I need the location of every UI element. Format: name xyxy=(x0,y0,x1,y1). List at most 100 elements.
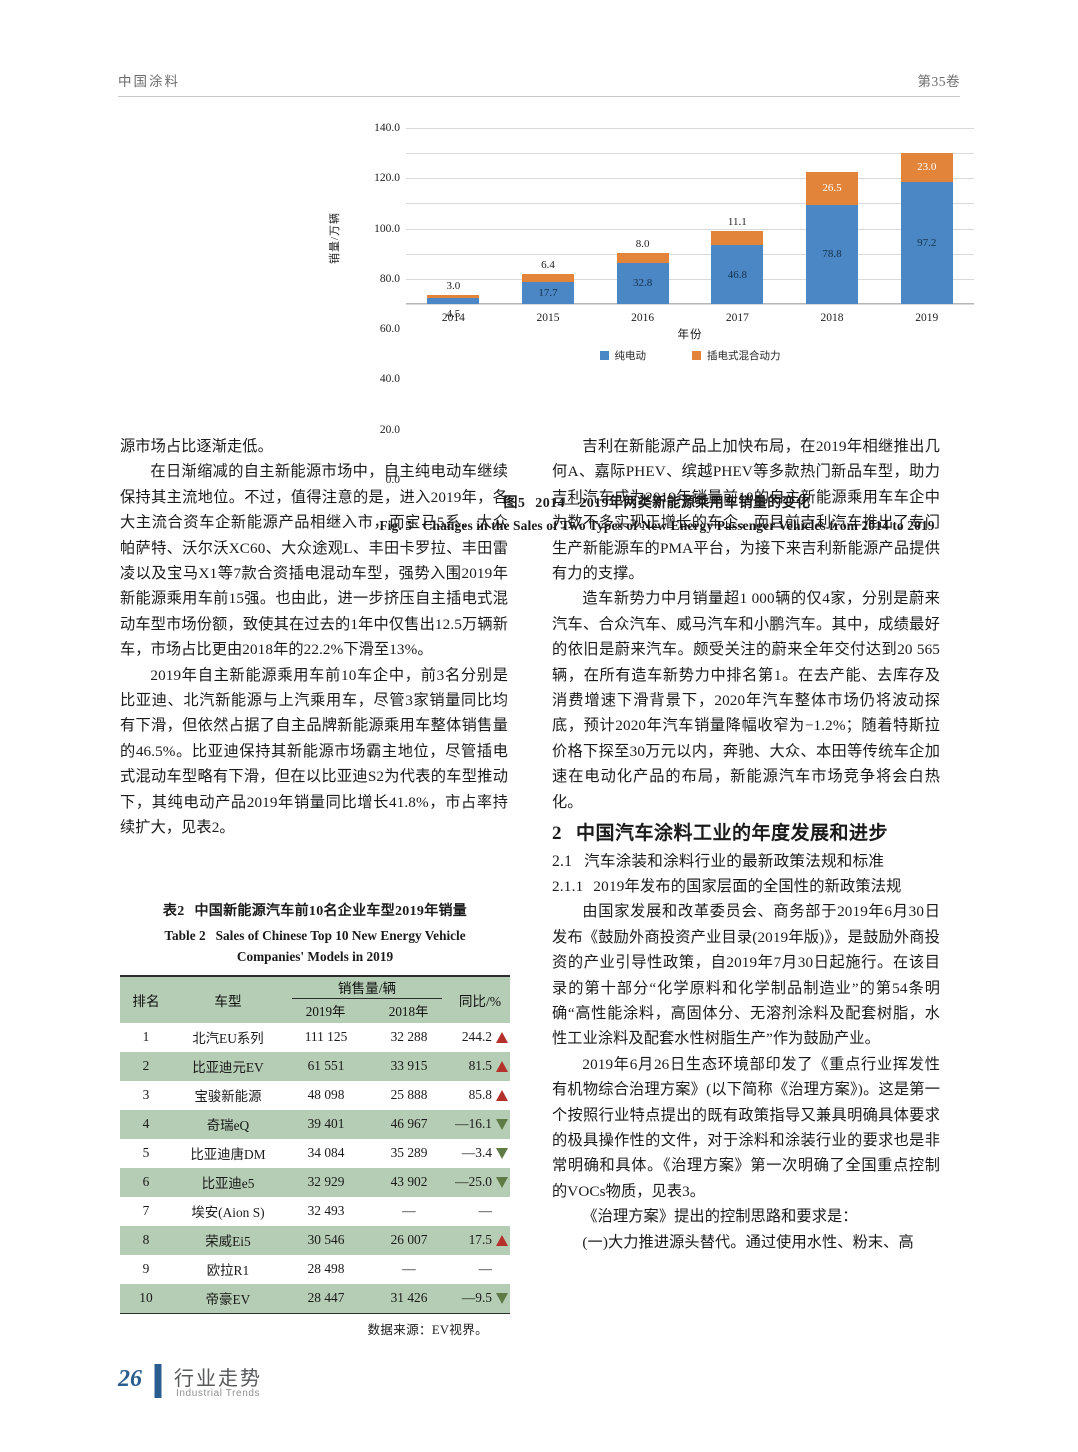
yoy-value-wrap: 81.5 xyxy=(450,1058,510,1074)
bar-segment-ev: 4.5 xyxy=(427,298,480,320)
table-row: 1 北汽EU系列 111 125 32 288 244.2 xyxy=(120,1022,510,1052)
y-axis-tick: 40.0 xyxy=(379,373,400,386)
yoy-value-wrap: — xyxy=(450,1203,510,1219)
paragraph: 源市场占比逐渐走低。 xyxy=(120,438,273,455)
table-row: 7 埃安(Aion S) 32 493— — xyxy=(120,1196,510,1226)
bar-segment-ev: 97.2 xyxy=(900,181,953,304)
y-axis-tick: 100.0 xyxy=(374,222,400,235)
paragraph: (一)大力推进源头替代。通过使用水性、粉末、高 xyxy=(582,1233,914,1251)
left-text-column: 源市场占比逐渐走低。 在日渐缩减的自主新能源市场中，自主纯电动车继续保持其主流地… xyxy=(120,434,508,841)
table-number-en: Table 2 xyxy=(164,928,206,943)
yoy-value: —25.0 xyxy=(455,1174,492,1190)
cell-yoy: 85.8 xyxy=(450,1080,510,1110)
stacked-bar: 4.5 3.0 xyxy=(427,128,480,320)
stacked-bar: 32.8 8.0 xyxy=(616,128,669,304)
table-row: 5 比亚迪唐DM 34 084 35 289 —3.4 xyxy=(120,1138,510,1168)
cell-rank: 9 xyxy=(120,1254,172,1284)
bar-value-label-phev: 11.1 xyxy=(727,216,747,229)
footer-label-en: Industrial Trends xyxy=(176,1388,261,1399)
stacked-bar: 97.2 23.0 xyxy=(900,128,953,304)
bar-value-label-phev: 6.4 xyxy=(541,258,555,271)
legend-item: 插电式混合动力 xyxy=(692,348,781,363)
cell-rank: 6 xyxy=(120,1167,172,1197)
cell-sales-2019: 61 551 xyxy=(284,1051,368,1081)
table-row: 9 欧拉R1 28 498— — xyxy=(120,1254,510,1284)
gridline: 140.0 xyxy=(374,122,974,134)
gridline: 120.0 xyxy=(374,153,974,184)
table-header-row: 排名 车型 销售量/辆 2019年 2018年 同比/% xyxy=(120,976,510,1023)
gridline: 100.0 xyxy=(374,178,974,235)
cell-yoy: 17.5 xyxy=(450,1225,510,1255)
cell-yoy: —3.4 xyxy=(450,1138,510,1168)
table-row: 3 宝骏新能源 48 098 25 888 85.8 xyxy=(120,1080,510,1110)
figure-caption: 图5 2014—2019年两类新能源乘用车销量的变化 Fig. 5 Changes… xyxy=(236,492,1078,534)
cell-rank: 4 xyxy=(120,1109,172,1139)
paragraph: 吉利在新能源产品上加快布局，在2019年相继推出几何A、嘉际PHEV、缤越PHE… xyxy=(552,438,940,583)
table-row: 4 奇瑞eQ 39 401 46 967 —16.1 xyxy=(120,1109,510,1139)
right-text-column: 吉利在新能源产品上加快布局，在2019年相继推出几何A、嘉际PHEV、缤越PHE… xyxy=(552,434,940,1255)
cell-sales-2018: 33 915 xyxy=(368,1051,450,1081)
chart-legend: 纯电动 插电式混合动力 xyxy=(406,348,974,363)
cell-model: 比亚迪元EV xyxy=(172,1051,284,1081)
cell-model: 荣威Ei5 xyxy=(172,1225,284,1255)
bar-segment-phev: 3.0 xyxy=(427,280,480,299)
figure-5: 销量/万辆 140.0 120.0 100.0 80.0 60.0 40.0 20.0 0.0… xyxy=(118,120,974,533)
table-bottom-rule xyxy=(120,1312,510,1315)
table-row: 10 帝豪EV 28 447 31 426 —9.5 xyxy=(120,1283,510,1313)
paragraph: 《治理方案》提出的控制思路和要求是： xyxy=(582,1208,858,1226)
bar-value-label-ev: 4.5 xyxy=(446,308,461,320)
y-axis-tick: 80.0 xyxy=(379,272,400,285)
legend-swatch xyxy=(599,351,609,360)
gridline: 20.0 xyxy=(380,278,974,436)
cell-sales-2018: 26 007 xyxy=(368,1225,450,1255)
cell-model: 比亚迪唐DM xyxy=(172,1138,284,1168)
legend-item: 纯电动 xyxy=(599,348,646,363)
header-yoy: 同比/% xyxy=(450,976,510,1023)
cell-sales-2019: 48 098 xyxy=(284,1080,368,1110)
bar-segment-ev: 17.7 xyxy=(522,281,574,304)
table-title-en: Table 2 Sales of Chinese Top 10 New Ener… xyxy=(120,925,510,967)
yoy-value-wrap: —3.4 xyxy=(450,1145,510,1161)
bar-group: 17.7 6.4 2015 xyxy=(501,128,596,324)
cell-sales-2019: 39 401 xyxy=(284,1109,368,1139)
cell-model: 埃安(Aion S) xyxy=(172,1196,284,1226)
table-body: 1 北汽EU系列 111 125 32 288 244.2 2 比亚迪元EV 61 551 33… xyxy=(120,1022,510,1313)
figure-number-en: Fig. 5 xyxy=(379,518,413,533)
trend-up-icon xyxy=(496,1060,508,1072)
cell-rank: 5 xyxy=(120,1138,172,1168)
x-axis-line xyxy=(406,303,974,304)
table-title-cn: 表2 中国新能源汽车前10名企业车型2019年销量 xyxy=(120,900,510,920)
x-axis-tick: 2017 xyxy=(725,312,749,324)
stacked-bar: 17.7 6.4 xyxy=(522,128,574,304)
cell-model: 宝骏新能源 xyxy=(172,1080,284,1110)
cell-sales-2018: 31 426 xyxy=(368,1283,450,1313)
page-header: 中国涂料 第35卷 xyxy=(118,70,960,106)
bar-value-label-ev: 32.8 xyxy=(633,277,653,290)
yoy-value-wrap: — xyxy=(450,1261,510,1277)
cell-sales-2018: — xyxy=(368,1196,450,1226)
table-head: 排名 车型 销售量/辆 2019年 2018年 同比/% xyxy=(120,976,510,1023)
table-top-rule xyxy=(120,975,510,977)
header-sales-label: 销售量/辆 xyxy=(337,980,397,996)
heading-21-text: 汽车涂装和涂料行业的最新政策法规和标准 xyxy=(584,852,885,870)
bar-segment-ev: 46.8 xyxy=(711,245,764,304)
yoy-value: —3.4 xyxy=(461,1145,492,1161)
cell-sales-2019: 34 084 xyxy=(284,1138,368,1168)
cell-sales-2019: 32 929 xyxy=(284,1167,368,1197)
bar-segment-ev: 32.8 xyxy=(616,262,669,304)
bar-value-label-ev: 97.2 xyxy=(917,236,937,249)
table-row: 8 荣威Ei5 30 546 26 007 17.5 xyxy=(120,1225,510,1255)
cell-sales-2019: 30 546 xyxy=(284,1225,368,1255)
bar-value-label-phev: 26.5 xyxy=(822,182,842,195)
heading-211-text: 2019年发布的国家层面的全国性的新政策法规 xyxy=(593,877,902,895)
trend-up-icon xyxy=(496,1089,508,1101)
x-axis-tick: 2016 xyxy=(631,312,655,324)
header-year-2018: 2018年 xyxy=(388,1003,429,1019)
page-number: 26 xyxy=(118,1366,142,1392)
table-2-block: 表2 中国新能源汽车前10名企业车型2019年销量 Table 2 Sales o… xyxy=(120,900,510,1338)
table-2: 排名 车型 销售量/辆 2019年 2018年 同比/% 1 北汽EU系列 111 … xyxy=(120,976,510,1313)
header-divider xyxy=(118,96,960,97)
cell-sales-2018: 46 967 xyxy=(368,1109,450,1139)
table-number-cn: 表2 xyxy=(162,904,185,919)
cell-model: 比亚迪e5 xyxy=(172,1167,284,1197)
